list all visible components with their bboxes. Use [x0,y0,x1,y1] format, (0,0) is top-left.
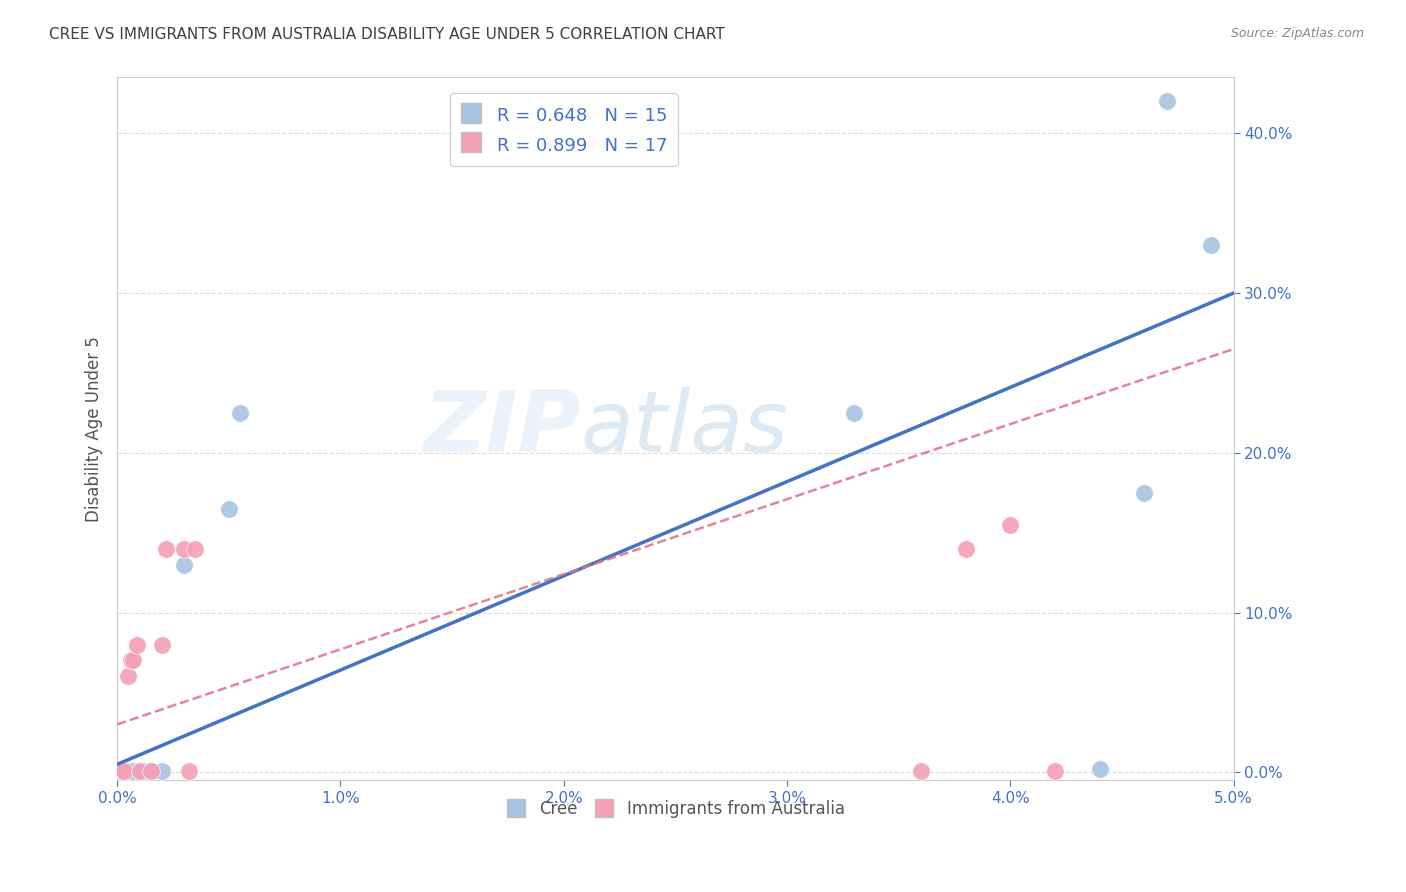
Point [842,406,865,420]
Point [128,764,150,778]
Point [117,764,139,778]
Text: atlas: atlas [581,387,789,470]
Text: Source: ZipAtlas.com: Source: ZipAtlas.com [1230,27,1364,40]
Point [1043,764,1066,778]
Point [112,764,135,778]
Point [121,764,143,778]
Point [112,762,135,776]
Point [155,541,177,556]
Point [117,669,139,683]
Point [120,653,142,667]
Point [150,638,173,652]
Point [173,541,195,556]
Point [955,541,977,556]
Point [1088,762,1111,776]
Point [111,764,134,778]
Point [177,764,200,778]
Point [229,406,252,420]
Point [910,764,932,778]
Point [1133,485,1156,500]
Point [173,558,195,572]
Point [218,501,240,516]
Point [1156,95,1178,109]
Point [150,764,173,778]
Point [132,764,155,778]
Point [127,638,149,652]
Y-axis label: Disability Age Under 5: Disability Age Under 5 [86,336,103,522]
Point [184,541,207,556]
Point [128,764,150,778]
Point [139,764,162,778]
Text: ZIP: ZIP [423,387,581,470]
Text: CREE VS IMMIGRANTS FROM AUSTRALIA DISABILITY AGE UNDER 5 CORRELATION CHART: CREE VS IMMIGRANTS FROM AUSTRALIA DISABI… [49,27,725,42]
Legend: Cree, Immigrants from Australia: Cree, Immigrants from Australia [499,793,852,825]
Point [139,764,162,778]
Point [1000,517,1022,532]
Point [1201,238,1223,252]
Point [121,653,143,667]
